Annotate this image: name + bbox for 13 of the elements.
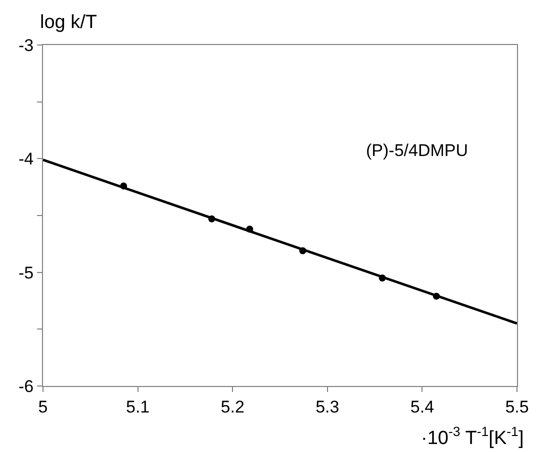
y-tick-label: -6 bbox=[18, 376, 34, 396]
annotation: (P)-5/4DMPU bbox=[366, 141, 468, 160]
y-tick-label: -5 bbox=[18, 263, 34, 282]
x-tick-label: 5.4 bbox=[410, 397, 434, 416]
y-tick-label: -4 bbox=[18, 150, 34, 169]
x-tick-label: 5.2 bbox=[220, 397, 244, 416]
x-tick-label: 5 bbox=[38, 397, 48, 416]
y-tick-label: -3 bbox=[18, 36, 34, 55]
x-tick-label: 5.3 bbox=[316, 397, 340, 416]
x-axis-title: ·10$^{-3}$ T$^{-1}$[K$^{-1}$] bbox=[421, 424, 524, 449]
y-axis-title: log k/T bbox=[40, 12, 98, 33]
x-tick-label: 5.1 bbox=[126, 397, 150, 416]
x-tick-label: 5.5 bbox=[505, 397, 529, 416]
